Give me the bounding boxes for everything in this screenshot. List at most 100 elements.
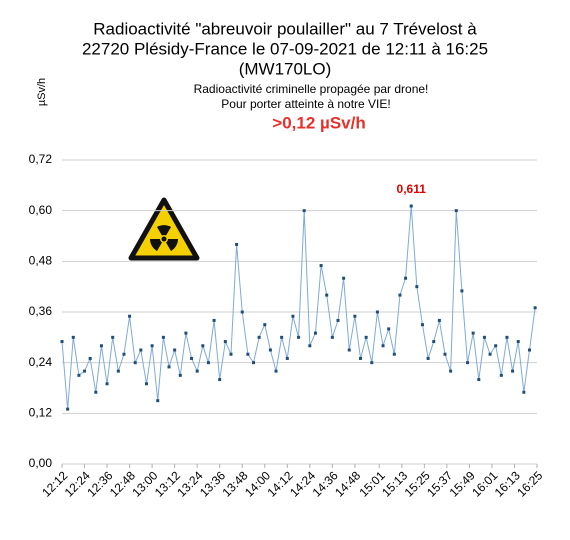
data-point (471, 331, 475, 335)
data-point (342, 276, 346, 280)
data-point (347, 348, 351, 352)
highlight: >0,12 µSv/h (272, 113, 365, 132)
data-point (111, 335, 115, 339)
data-point (511, 369, 515, 373)
data-point (302, 209, 306, 213)
data-point (499, 373, 503, 377)
data-point (206, 361, 210, 365)
data-point (235, 242, 239, 246)
data-point (173, 348, 177, 352)
data-point (370, 361, 374, 365)
data-point (184, 331, 188, 335)
data-point (252, 361, 256, 365)
data-point (99, 344, 103, 348)
data-point (285, 356, 289, 360)
data-point (488, 352, 492, 356)
data-point (454, 209, 458, 213)
data-point (420, 323, 424, 327)
data-point (268, 348, 272, 352)
y-tick-label: 0,00 (29, 456, 53, 470)
data-point (375, 310, 379, 314)
data-point (516, 340, 520, 344)
data-point (195, 369, 199, 373)
data-point (522, 390, 526, 394)
data-point (88, 356, 92, 360)
data-point (415, 285, 419, 289)
data-point (83, 369, 87, 373)
data-point (144, 382, 148, 386)
data-point (156, 399, 160, 403)
subtitle: Pour porter atteinte à notre VIE! (221, 97, 390, 111)
y-tick-label: 0,60 (29, 203, 53, 217)
data-point (381, 344, 385, 348)
data-point (229, 352, 233, 356)
chart-title: Radioactivité "abreuvoir poulailler" au … (93, 19, 477, 38)
data-point (432, 340, 436, 344)
data-point (387, 327, 391, 331)
data-point (330, 335, 334, 339)
data-point (291, 314, 295, 318)
data-point (308, 344, 312, 348)
data-point (505, 335, 509, 339)
data-point (325, 293, 329, 297)
data-point (133, 361, 137, 365)
data-point (94, 390, 98, 394)
data-point (77, 373, 81, 377)
data-point (212, 318, 216, 322)
data-point (223, 340, 227, 344)
data-point (460, 289, 464, 293)
data-point (398, 293, 402, 297)
data-point (466, 361, 470, 365)
data-point (443, 352, 447, 356)
y-tick-label: 0,36 (29, 304, 53, 318)
data-point (313, 331, 317, 335)
data-point (280, 335, 284, 339)
data-point (409, 204, 413, 208)
data-point (190, 356, 194, 360)
data-point (392, 352, 396, 356)
data-point (246, 352, 250, 356)
data-point (359, 356, 363, 360)
data-point (122, 352, 126, 356)
y-tick-label: 0,72 (29, 152, 53, 166)
data-point (218, 378, 222, 382)
data-point (257, 335, 261, 339)
data-point (437, 318, 441, 322)
y-tick-label: 0,24 (29, 355, 53, 369)
chart-title: 22720 Plésidy-France le 07-09-2021 de 12… (82, 39, 488, 58)
data-point (336, 318, 340, 322)
data-point (178, 373, 182, 377)
data-point (60, 340, 64, 344)
data-point (139, 348, 143, 352)
data-point (297, 335, 301, 339)
data-point (167, 365, 171, 369)
data-point (449, 369, 453, 373)
data-label: 0,611 (397, 182, 427, 196)
data-point (426, 356, 430, 360)
subtitle: Radioactivité criminelle propagée par dr… (194, 82, 429, 96)
y-axis-label: µSv/h (36, 78, 48, 106)
data-point (71, 335, 75, 339)
data-point (263, 323, 267, 327)
data-point (527, 348, 531, 352)
data-point (274, 369, 278, 373)
data-point (364, 335, 368, 339)
data-point (128, 314, 132, 318)
data-point (161, 335, 165, 339)
data-point (150, 344, 154, 348)
y-tick-label: 0,48 (29, 254, 53, 268)
y-tick-label: 0,12 (29, 406, 53, 420)
chart-title: (MW170LO) (239, 59, 332, 78)
data-point (66, 407, 70, 411)
data-point (201, 344, 205, 348)
data-point (105, 382, 109, 386)
data-point (353, 314, 357, 318)
data-point (319, 264, 323, 268)
data-point (240, 310, 244, 314)
hazard-icon (128, 197, 200, 261)
data-point (482, 335, 486, 339)
data-point (494, 344, 498, 348)
data-point (404, 276, 408, 280)
